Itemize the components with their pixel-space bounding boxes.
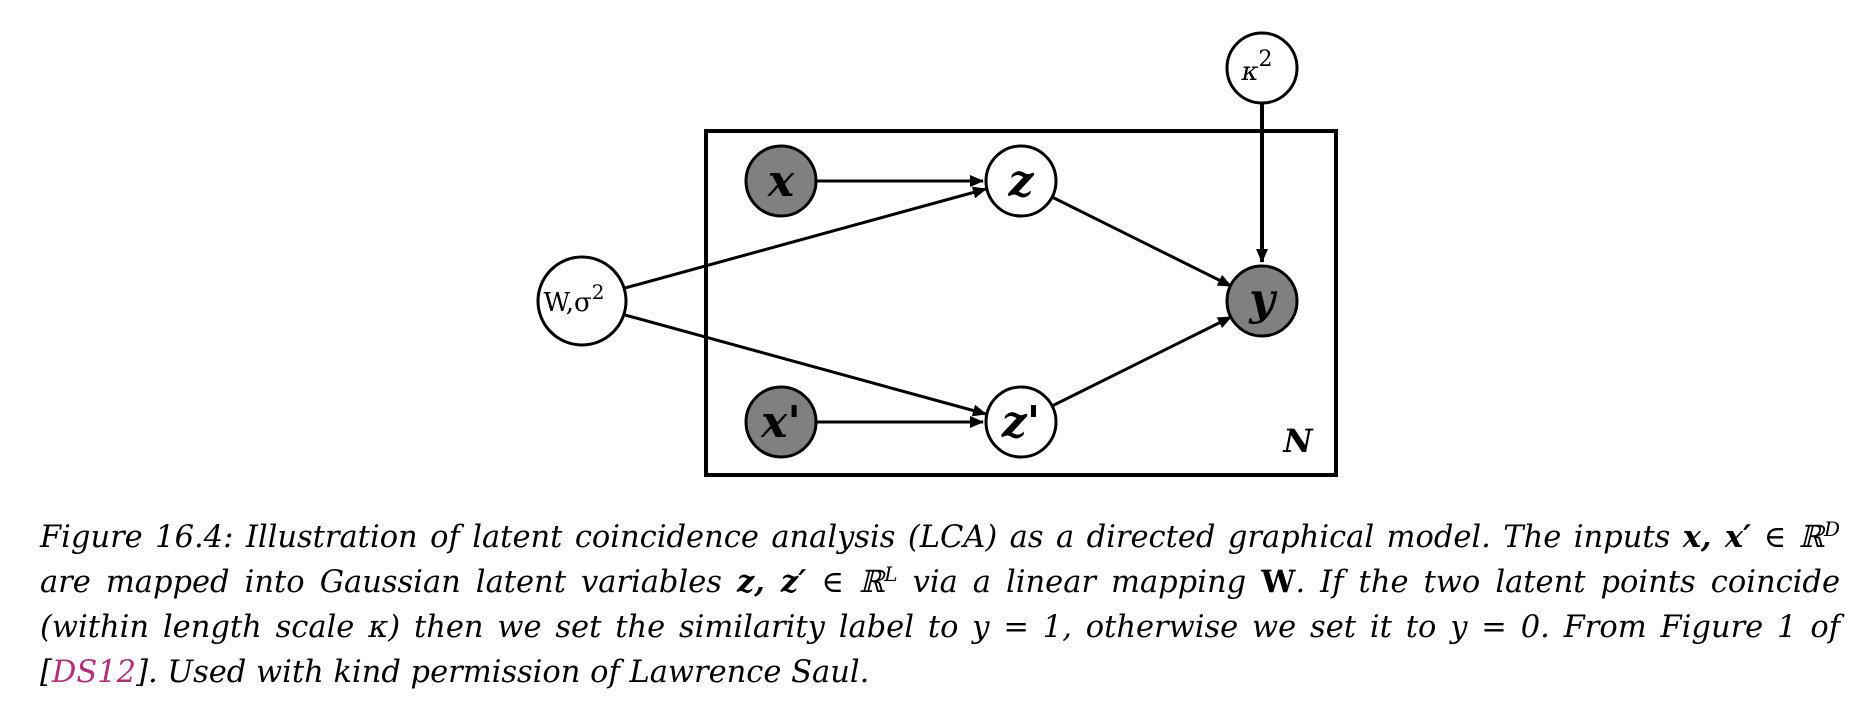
caption-sup-L: L [884, 561, 898, 586]
caption-in-1: ∈ ℝ [1763, 520, 1824, 555]
node-W-sigma: W,σ2 [536, 255, 628, 347]
caption-in-2: ∈ ℝ [821, 565, 885, 600]
node-z-prime: z' [984, 385, 1058, 459]
W-sigma-label: W,σ [544, 288, 592, 318]
lca-graphical-model: N x x' z z' y W,σ2 κ2 [536, 31, 1338, 477]
svg-text:x: x [767, 156, 795, 207]
svg-text:x': x' [760, 397, 801, 448]
caption-text-1: Illustration of latent coincidence analy… [245, 520, 1671, 555]
citation-link-DS12[interactable]: DS12 [51, 655, 137, 690]
svg-text:κ2: κ2 [1240, 47, 1272, 87]
figure-caption: Figure 16.4: Illustration of latent coin… [40, 515, 1840, 695]
caption-sup-D: D [1823, 516, 1840, 541]
edge-z-to-y [1051, 195, 1232, 288]
svg-text:z': z' [1001, 397, 1040, 448]
plate-N [704, 129, 1338, 477]
node-kappa: κ2 [1225, 31, 1299, 105]
W-sigma-superscript: 2 [592, 280, 605, 304]
edge-Wsigma-to-zprime [624, 313, 987, 417]
figure-number: Figure 16.4: [40, 520, 234, 555]
edge-zprime-to-y [1051, 315, 1232, 408]
caption-text-4: . If the two latent points coincide (wit… [40, 565, 1840, 690]
kappa-label: κ [1240, 57, 1258, 87]
caption-text-2: are mapped into Gaussian latent variable… [40, 565, 722, 600]
caption-text-5: ]. Used with kind permission of Lawrence… [136, 655, 870, 690]
kappa-superscript: 2 [1259, 47, 1273, 72]
plate-label: N [1282, 422, 1314, 460]
caption-vars-x: x, x′ [1682, 519, 1752, 555]
node-x: x [744, 144, 818, 218]
caption-text-3: via a linear mapping [912, 565, 1247, 600]
edge-Wsigma-to-z [624, 186, 987, 290]
node-y: y [1225, 264, 1299, 338]
caption-bold-W: W [1261, 564, 1296, 600]
node-x-prime: x' [744, 385, 818, 459]
node-z: z [984, 144, 1058, 218]
caption-vars-z: z, z′ [736, 564, 807, 600]
svg-text:y: y [1248, 274, 1278, 325]
svg-text:z: z [1008, 156, 1035, 207]
svg-text:W,σ2: W,σ2 [544, 280, 605, 318]
